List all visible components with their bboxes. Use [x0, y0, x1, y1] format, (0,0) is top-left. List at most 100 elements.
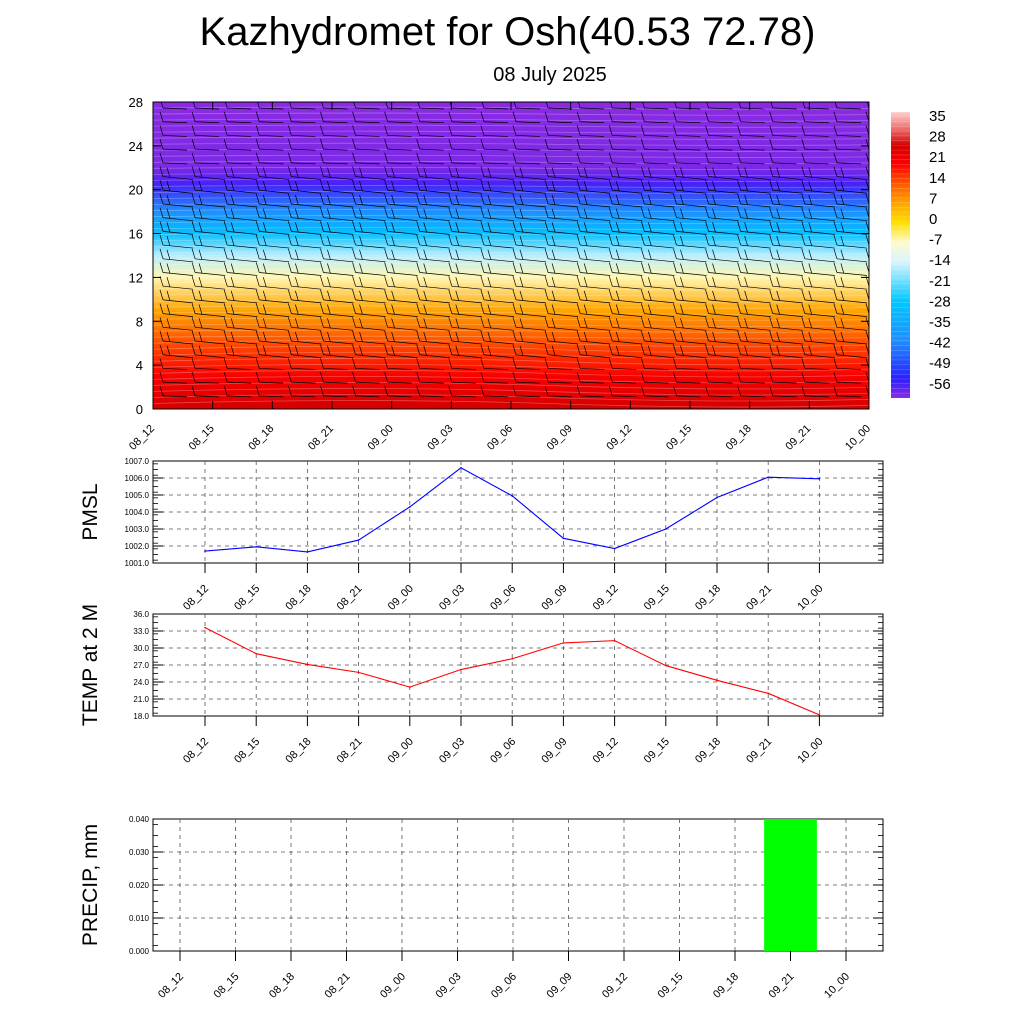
wind-barb-feather [384, 234, 388, 246]
wind-barb-feather [230, 181, 235, 192]
wind-barb-feather [544, 372, 549, 383]
wind-barb-shaft [740, 368, 765, 370]
wind-barb-feather [680, 222, 684, 233]
wind-barb-feather [808, 235, 813, 247]
wind-barb-feather [288, 317, 292, 328]
wind-barb-shaft [162, 176, 194, 180]
wind-barb-shaft [259, 176, 290, 180]
wind-barb-shaft [227, 272, 258, 276]
wind-barb-feather [744, 290, 748, 302]
wind-barb-shaft [419, 368, 444, 370]
wind-barb-shaft [868, 149, 869, 150]
wind-barb-shaft [676, 326, 707, 331]
wind-barb-shaft [740, 272, 771, 276]
wind-barb-shaft [772, 244, 803, 249]
wind-barb-shaft [548, 272, 579, 276]
wind-barb-feather [705, 180, 709, 191]
wind-barb-feather [448, 317, 453, 328]
wind-barb-feather [416, 262, 421, 273]
wind-barb-feather [320, 262, 324, 273]
wind-barb-shaft [195, 285, 226, 290]
x-tick-label: 09_00 [378, 971, 408, 1001]
wind-barb-feather [352, 358, 356, 369]
wind-barb-shaft [515, 368, 541, 370]
wind-barb-shaft [451, 203, 482, 208]
wind-barb-feather [295, 318, 299, 329]
wind-barb-feather [544, 276, 549, 287]
wind-barb-shaft [419, 217, 450, 222]
wind-barb-feather [352, 330, 356, 342]
wind-barb-feather [255, 139, 260, 150]
wind-barb-shaft [612, 272, 643, 276]
wind-barb-feather [295, 222, 299, 233]
wind-barb-feather [648, 318, 652, 329]
wind-barb-feather [391, 181, 395, 192]
wind-barb-shaft [548, 258, 579, 263]
wind-barb-feather [159, 125, 164, 136]
heatmap-contour-line [153, 191, 869, 195]
wind-barb-feather [519, 277, 524, 288]
wind-barb-feather [191, 207, 196, 218]
wind-barb-feather [641, 248, 645, 259]
colorbar-label: -56 [929, 376, 951, 393]
wind-barb-shaft [259, 135, 284, 137]
wind-barb-feather [288, 152, 292, 163]
wind-barb-feather [873, 250, 876, 260]
wind-barb-shaft [836, 107, 861, 110]
heatmap-x-tick-label: 09_09 [545, 423, 575, 453]
wind-barb-feather [833, 207, 838, 218]
wind-barb-shaft [548, 148, 573, 151]
wind-barb-feather [288, 180, 292, 191]
wind-barb-shaft [227, 381, 252, 384]
wind-barb-feather [512, 207, 517, 218]
colorbar-label: -21 [929, 273, 951, 290]
wind-barb-shaft [644, 176, 675, 180]
wind-barb-feather [480, 234, 485, 246]
wind-barb-shaft [740, 189, 771, 194]
wind-barb-feather [615, 235, 620, 247]
wind-barb-feather [648, 345, 652, 356]
wind-barb-feather [480, 385, 485, 396]
data-point [306, 551, 309, 553]
colorbar-fill [891, 112, 910, 398]
wind-barb-shaft [323, 189, 354, 194]
wind-barb-feather [391, 345, 395, 356]
wind-barb-feather [873, 332, 876, 342]
heatmap-contour-line [153, 178, 869, 182]
wind-barb-shaft [708, 107, 733, 110]
wind-barb-feather [513, 102, 517, 109]
wind-barb-feather [223, 344, 228, 355]
wind-barb-feather [873, 209, 876, 219]
wind-barb-shaft [291, 258, 322, 263]
wind-barb-feather [680, 208, 684, 219]
wind-barb-feather [808, 304, 813, 315]
wind-barb-feather [873, 277, 876, 287]
wind-barb-shaft [836, 313, 867, 317]
wind-barb-feather [416, 289, 421, 301]
wind-barb-shaft [676, 135, 701, 137]
wind-barb-shaft [836, 285, 867, 290]
wind-barb-shaft [644, 148, 669, 151]
wind-barb-shaft [836, 354, 867, 359]
wind-barb-feather [320, 358, 324, 369]
x-tick-label: 09_03 [434, 971, 464, 1001]
x-tick-label: 09_09 [539, 736, 569, 766]
wind-barb-shaft [515, 381, 541, 384]
wind-barb-shaft [323, 258, 354, 263]
wind-barb-shaft [644, 354, 675, 359]
wind-barb-feather [615, 304, 620, 315]
wind-barb-shaft [451, 176, 482, 180]
wind-barb-feather [448, 289, 453, 301]
wind-barb-shaft [804, 381, 829, 384]
wind-barb-shaft [162, 121, 188, 124]
wind-barb-shaft [515, 162, 541, 165]
wind-barb-shaft [483, 121, 508, 124]
wind-barb-feather [255, 221, 260, 232]
wind-barb-shaft [676, 258, 707, 263]
wind-barb-shaft [740, 299, 771, 304]
wind-barb-feather [544, 111, 549, 122]
wind-barb-shaft [162, 217, 194, 222]
wind-barb-shaft [291, 299, 322, 304]
heatmap-contour-line [153, 263, 869, 267]
y-tick-label: 18.0 [133, 712, 149, 721]
